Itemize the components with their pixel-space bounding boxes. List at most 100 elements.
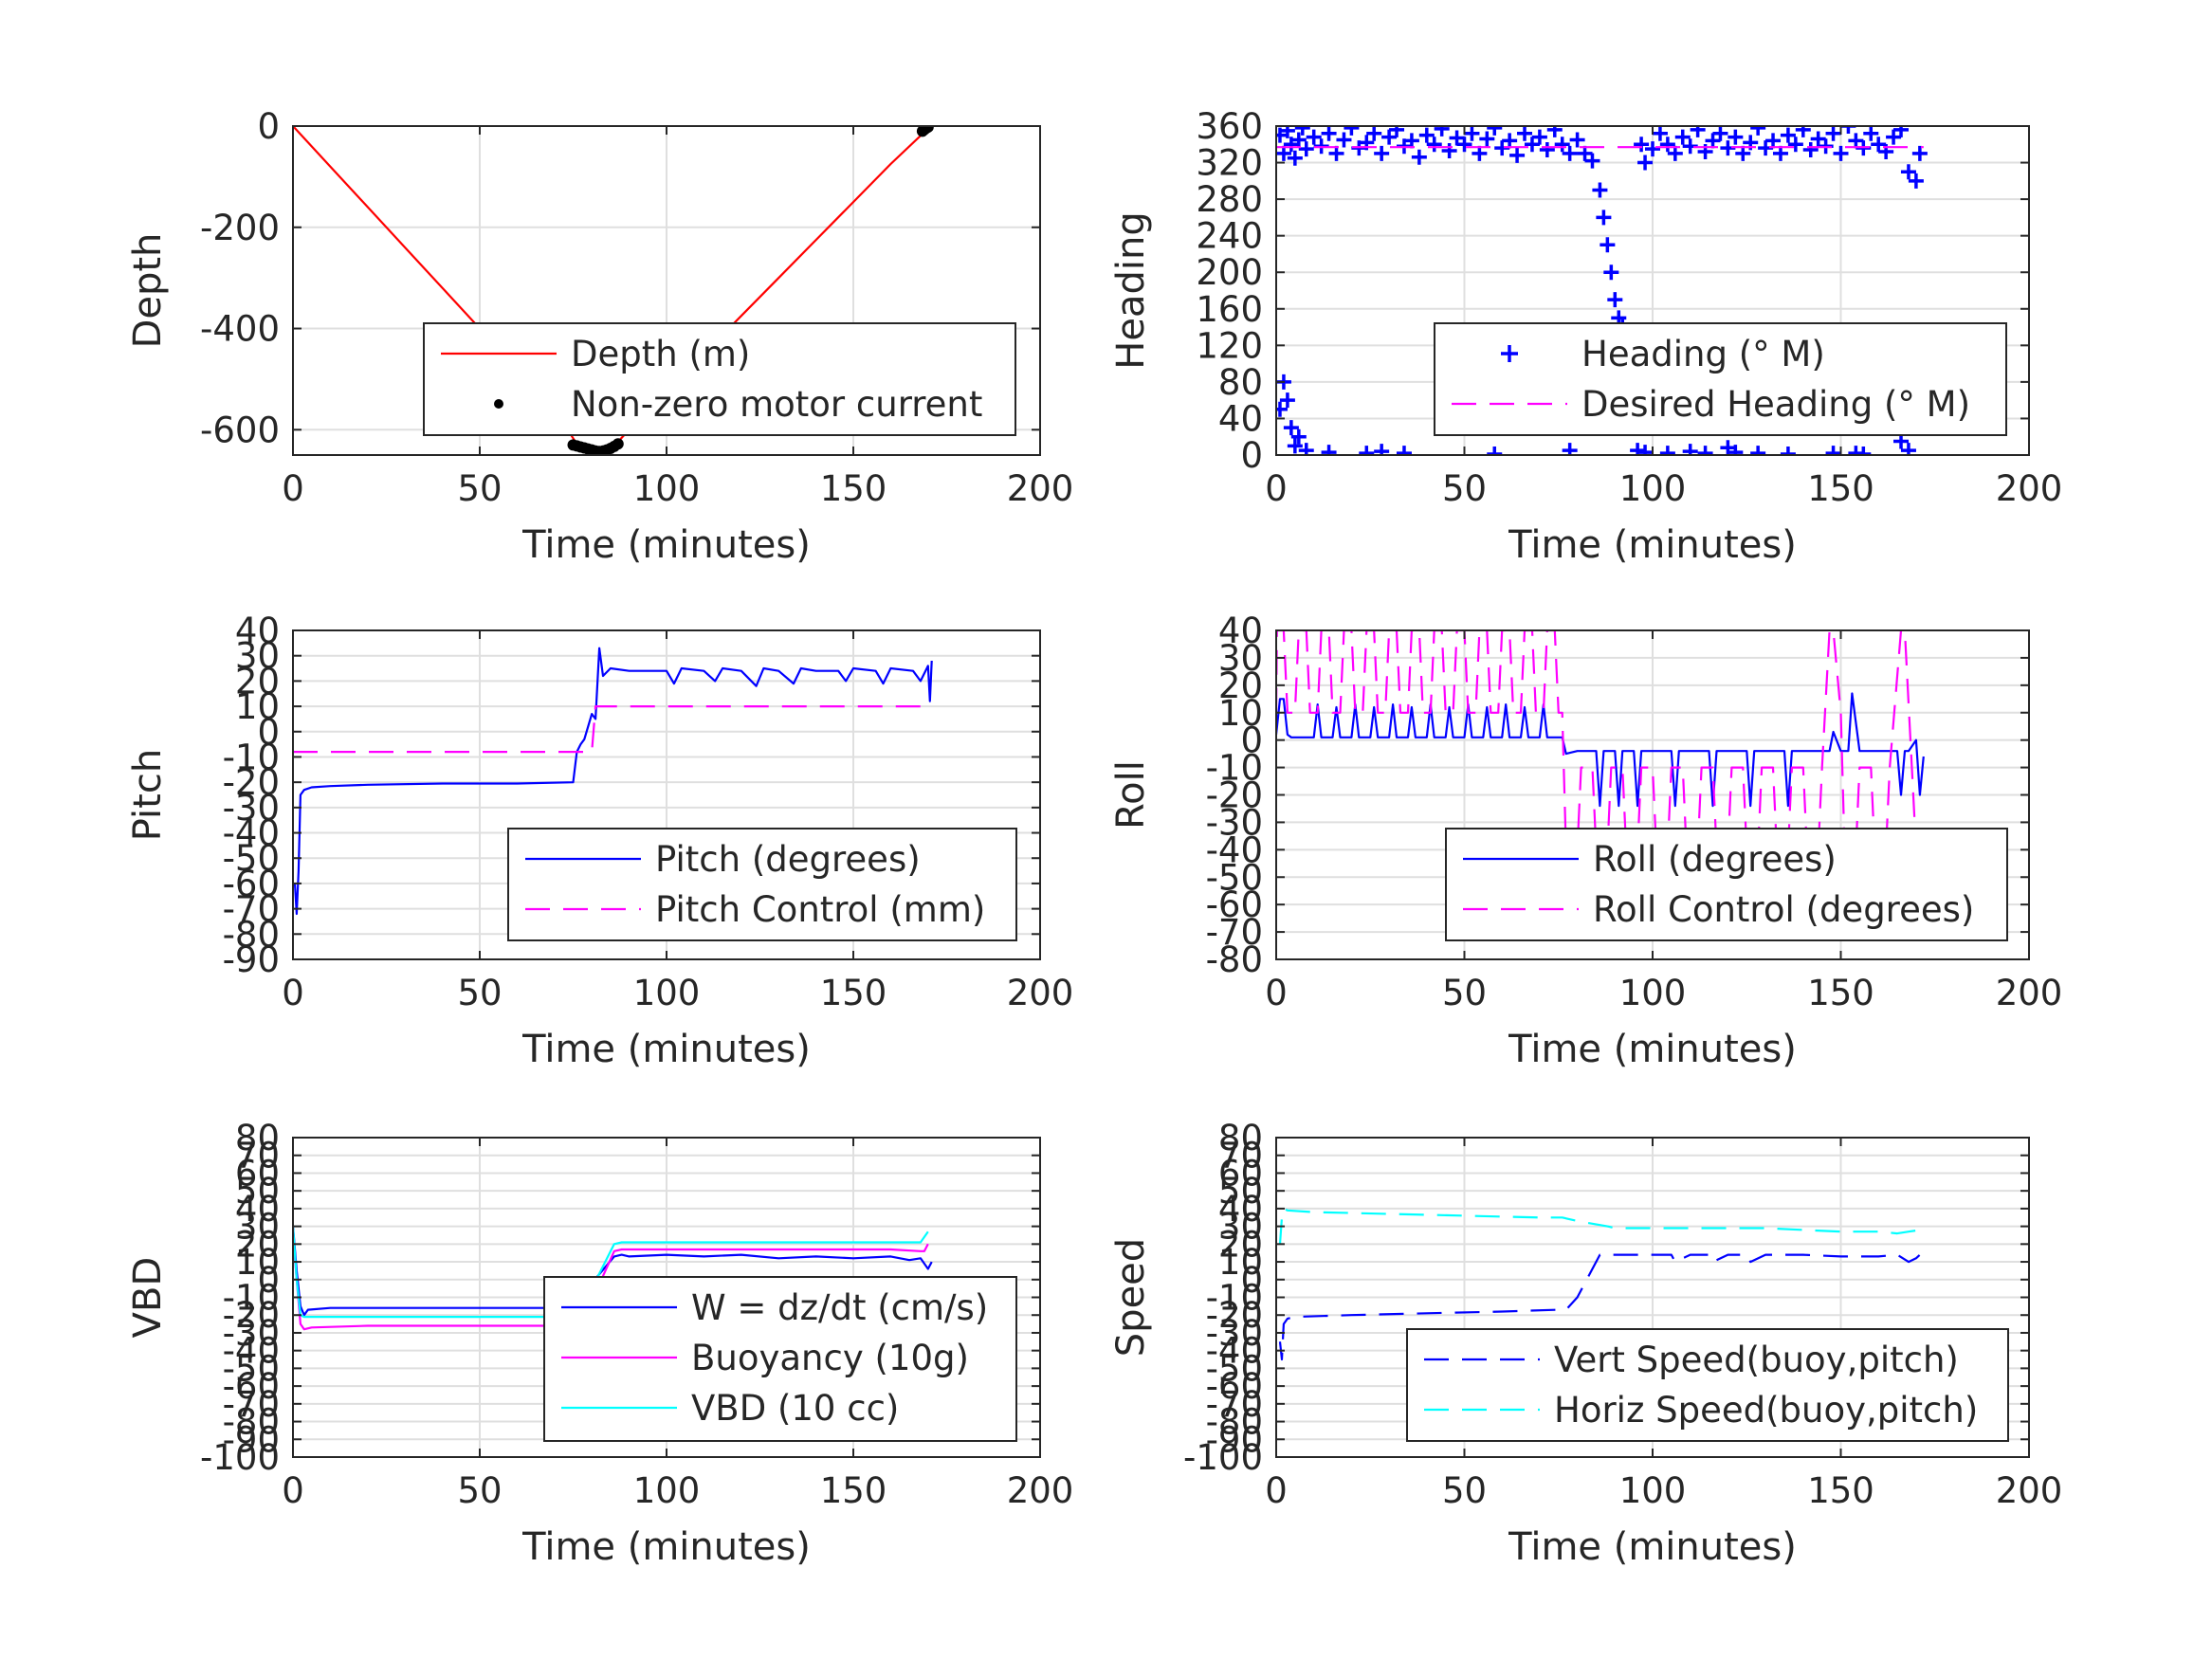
series-roll-control-degrees- xyxy=(1276,630,1920,851)
series-pitch-degrees- xyxy=(293,647,933,916)
y-tick-label: 200 xyxy=(1196,252,1263,293)
series-roll-degrees- xyxy=(1276,692,1925,808)
y-tick-label: -60 xyxy=(223,864,280,904)
series-line xyxy=(1276,692,1925,808)
data-point xyxy=(1562,443,1578,455)
data-point xyxy=(1276,401,1288,417)
data-point xyxy=(1908,173,1924,189)
legend: W = dz/dt (cm/s) Buoyancy (10g) VBD (10 cc… xyxy=(543,1276,1017,1442)
y-tick-label: 10 xyxy=(1218,693,1263,734)
vbd-chart: 0 50 100 150 200-100-90-80-70-60-50-40-30-20… xyxy=(126,1118,1073,1569)
legend-label: Depth (m) xyxy=(571,334,750,374)
legend: Heading (° M) Desired Heading (° M) xyxy=(1434,322,2007,436)
data-point xyxy=(1630,443,1646,455)
x-tick-label: 50 xyxy=(1442,1470,1487,1511)
data-point xyxy=(1479,131,1495,147)
y-tick-label: -20 xyxy=(1206,775,1263,816)
y-tick-label: -30 xyxy=(1206,1313,1263,1354)
x-tick-label: 50 xyxy=(457,973,502,1013)
data-point xyxy=(1750,446,1766,455)
x-tick-label: 100 xyxy=(633,468,701,509)
data-point xyxy=(1634,137,1650,153)
y-tick-label: 320 xyxy=(1196,143,1263,184)
y-tick-label: -80 xyxy=(1206,939,1263,980)
legend: Pitch (degrees) Pitch Control (mm) xyxy=(507,828,1017,941)
y-tick-label: 30 xyxy=(1218,638,1263,679)
data-point xyxy=(922,126,934,134)
data-point xyxy=(1524,137,1540,153)
y-tick-label: 70 xyxy=(235,1136,280,1176)
data-point xyxy=(1802,142,1819,158)
data-point xyxy=(1294,126,1310,136)
x-axis-label: Time (minutes) xyxy=(1508,523,1797,567)
x-axis-label: Time (minutes) xyxy=(1508,1525,1797,1569)
data-point xyxy=(1848,133,1864,149)
legend-label: Vert Speed(buoy,pitch) xyxy=(1554,1340,1959,1380)
legend-label: Heading (° M) xyxy=(1581,334,1825,374)
y-axis-label: Roll xyxy=(1109,760,1153,830)
x-tick-label: 200 xyxy=(1007,973,1074,1013)
y-tick-label: -400 xyxy=(200,309,280,350)
y-tick-label: -50 xyxy=(1206,1348,1263,1389)
pitch-chart: 0 50 100 150 200-90-80-70-60-50-40-30-20-100… xyxy=(126,611,1073,1071)
plot-area xyxy=(1278,1207,1921,1361)
plot-area xyxy=(293,647,933,916)
data-point xyxy=(1344,126,1360,136)
data-point xyxy=(1441,143,1457,159)
data-point xyxy=(1780,127,1796,143)
legend-label: Horiz Speed(buoy,pitch) xyxy=(1554,1390,1978,1431)
y-tick-label: -40 xyxy=(223,813,280,854)
x-tick-label: 0 xyxy=(282,973,304,1013)
data-point xyxy=(1900,443,1916,455)
y-tick-label: -50 xyxy=(1206,857,1263,898)
y-tick-label: -20 xyxy=(1206,1295,1263,1336)
data-point xyxy=(1911,145,1928,161)
y-tick-label: 30 xyxy=(1218,1207,1263,1248)
data-point xyxy=(1637,445,1654,455)
series-line xyxy=(1278,1207,1921,1245)
legend-label: Buoyancy (10g) xyxy=(691,1338,969,1378)
data-point xyxy=(1728,445,1744,455)
data-point xyxy=(1321,126,1337,141)
data-point xyxy=(1434,126,1450,137)
data-point xyxy=(1279,392,1295,409)
series-line xyxy=(293,704,932,754)
data-point xyxy=(1712,126,1728,141)
x-axis-label: Time (minutes) xyxy=(521,523,811,567)
data-point xyxy=(1328,145,1344,161)
x-tick-label: 50 xyxy=(457,468,502,509)
data-point xyxy=(1290,428,1307,445)
y-tick-label: -40 xyxy=(223,1331,280,1372)
data-point xyxy=(1600,237,1616,253)
data-point xyxy=(1472,145,1488,161)
x-tick-label: 100 xyxy=(1619,973,1687,1013)
y-tick-label: 10 xyxy=(1218,1242,1263,1283)
data-point xyxy=(1652,126,1668,141)
y-tick-label: -40 xyxy=(1206,830,1263,870)
data-point xyxy=(1298,141,1314,157)
series-non-zero-motor-current xyxy=(567,126,934,455)
legend: Vert Speed(buoy,pitch) Horiz Speed(buoy,p… xyxy=(1406,1328,2009,1442)
data-point xyxy=(1592,182,1608,198)
y-tick-label: -60 xyxy=(1206,1366,1263,1407)
data-point xyxy=(1603,264,1619,281)
roll-chart: 0 50 100 150 200-80-70-60-50-40-30-20-100102… xyxy=(1109,611,2062,1071)
y-tick-label: 0 xyxy=(1240,435,1263,476)
data-point xyxy=(1863,126,1879,141)
y-tick-label: -90 xyxy=(223,939,280,980)
y-tick-label: 30 xyxy=(235,636,280,677)
data-point xyxy=(1659,137,1675,153)
y-tick-label: 10 xyxy=(235,686,280,727)
y-tick-label: 0 xyxy=(1240,720,1263,761)
data-point xyxy=(1840,126,1856,134)
plot-area xyxy=(293,126,934,455)
data-point xyxy=(1735,145,1751,161)
x-tick-label: 150 xyxy=(820,468,887,509)
data-point xyxy=(1554,137,1570,153)
data-point xyxy=(1531,129,1547,145)
data-point xyxy=(1871,137,1887,153)
y-tick-label: 0 xyxy=(257,712,280,753)
y-tick-label: 40 xyxy=(1218,398,1263,439)
data-point xyxy=(1374,444,1390,455)
series-vert-speed-buoy-pitch- xyxy=(1278,1253,1921,1361)
